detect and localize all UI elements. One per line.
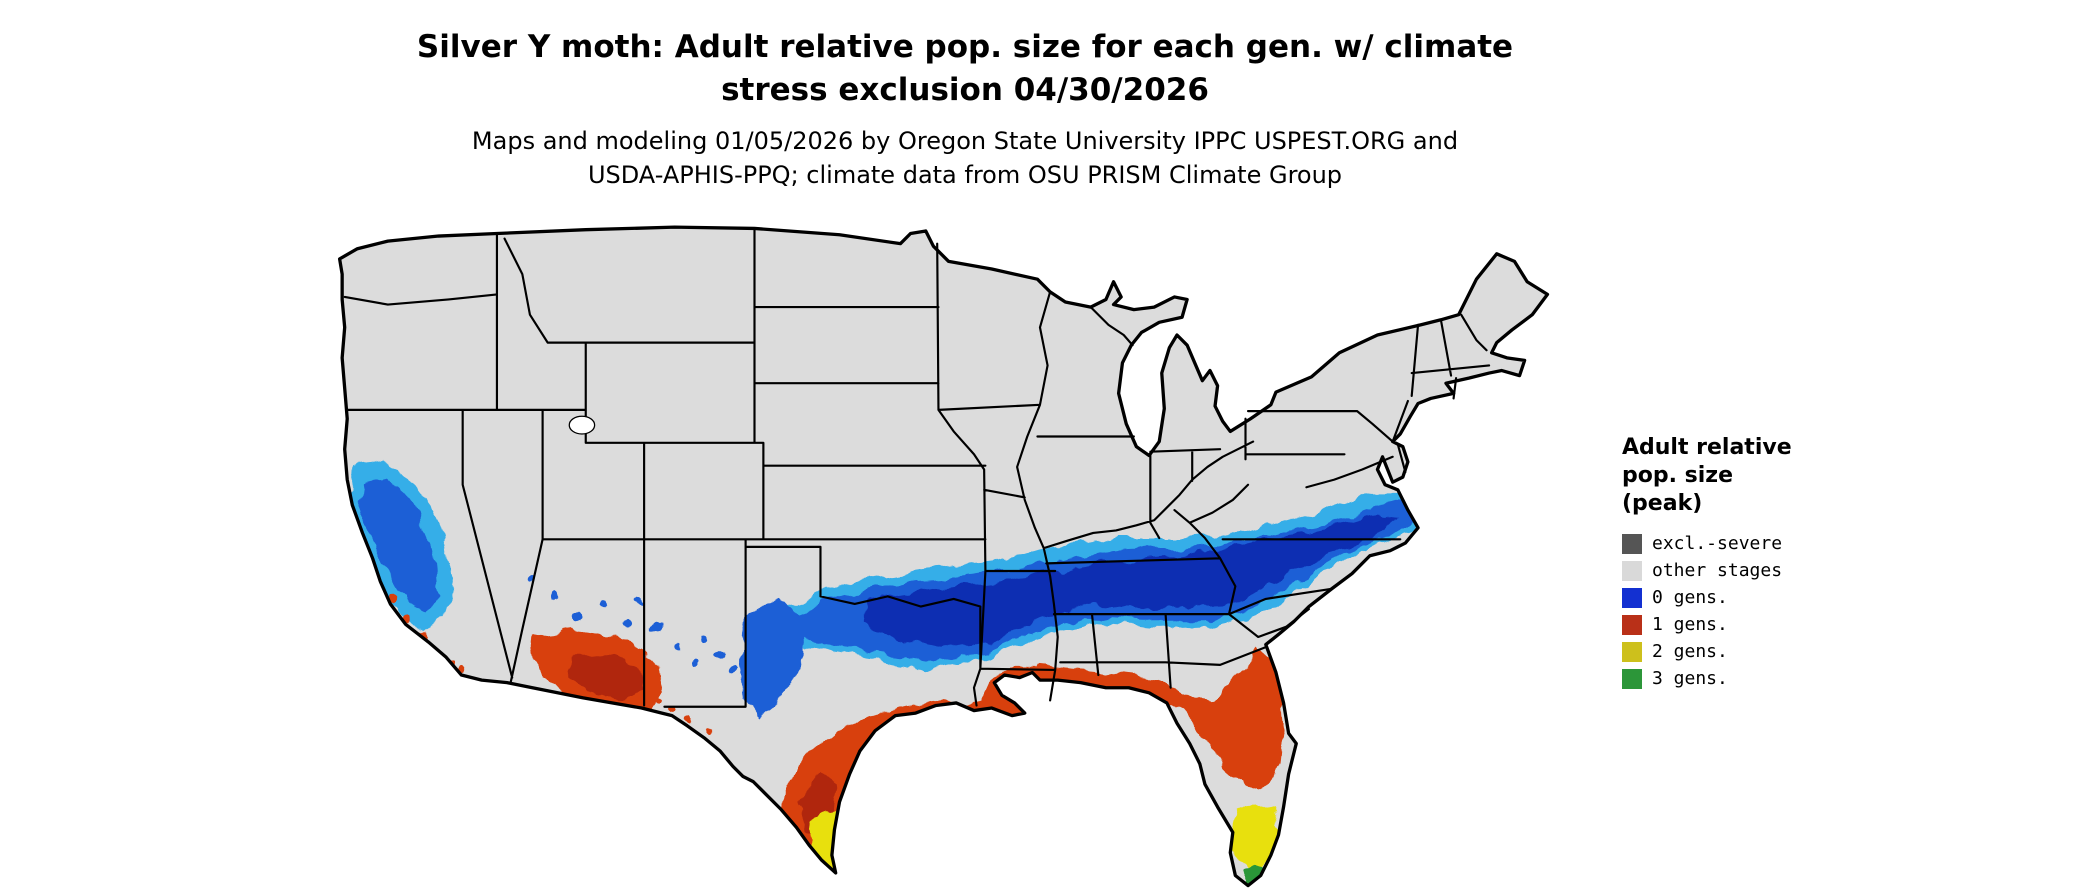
legend-title-line2: pop. size bbox=[1622, 463, 1733, 488]
legend-item-label: excl.-severe bbox=[1652, 533, 1783, 554]
overlay-band-darkblue bbox=[864, 515, 1398, 650]
overlay-west-texas-blue bbox=[740, 598, 804, 721]
overlay-arizona-red-core bbox=[567, 654, 645, 701]
legend-title-line3: (peak) bbox=[1622, 491, 1703, 516]
legend-swatch-2-gens bbox=[1622, 641, 1642, 662]
overlay-south-florida-yellow bbox=[1232, 801, 1282, 873]
overlay-california-blue bbox=[359, 477, 439, 615]
legend-item: 2 gens. bbox=[1622, 638, 1902, 665]
legend-item: other stages bbox=[1622, 557, 1902, 584]
legend-item-label: 0 gens. bbox=[1652, 587, 1728, 608]
legend-item: 0 gens. bbox=[1622, 584, 1902, 611]
map-attribution-line2: USDA-APHIS-PPQ; climate data from OSU PR… bbox=[587, 161, 1343, 189]
legend-swatch-other-stages bbox=[1622, 560, 1642, 581]
us-map-container bbox=[332, 218, 1550, 891]
legend-swatch-1-gens bbox=[1622, 614, 1642, 635]
map-attribution-line1: Maps and modeling 01/05/2026 by Oregon S… bbox=[471, 127, 1459, 155]
us-landmass bbox=[339, 227, 1548, 886]
great-salt-lake bbox=[568, 415, 596, 435]
legend-swatch-0-gens bbox=[1622, 587, 1642, 608]
overlay-blue-specks bbox=[529, 577, 740, 674]
map-title-line1: Silver Y moth: Adult relative pop. size … bbox=[416, 29, 1514, 65]
us-map bbox=[337, 225, 1550, 888]
map-title-line2: stress exclusion 04/30/2026 bbox=[721, 72, 1209, 108]
legend-title: Adult relative pop. size (peak) bbox=[1622, 434, 1902, 518]
legend-item-label: 1 gens. bbox=[1652, 614, 1728, 635]
legend-item-label: other stages bbox=[1652, 560, 1783, 581]
legend-items: excl.-severe other stages 0 gens. 1 gens… bbox=[1622, 530, 1902, 692]
legend-item: 1 gens. bbox=[1622, 611, 1902, 638]
map-title: Silver Y moth: Adult relative pop. size … bbox=[0, 26, 1930, 112]
legend-item-label: 3 gens. bbox=[1652, 668, 1728, 689]
legend-swatch-3-gens bbox=[1622, 668, 1642, 689]
legend-swatch-excl-severe bbox=[1622, 533, 1642, 554]
legend-title-line1: Adult relative bbox=[1622, 435, 1792, 460]
legend-item-label: 2 gens. bbox=[1652, 641, 1728, 662]
map-attribution: Maps and modeling 01/05/2026 by Oregon S… bbox=[0, 124, 1930, 192]
legend-item: excl.-severe bbox=[1622, 530, 1902, 557]
legend-item: 3 gens. bbox=[1622, 665, 1902, 692]
state-borders bbox=[343, 227, 1491, 708]
legend: Adult relative pop. size (peak) excl.-se… bbox=[1622, 434, 1902, 692]
